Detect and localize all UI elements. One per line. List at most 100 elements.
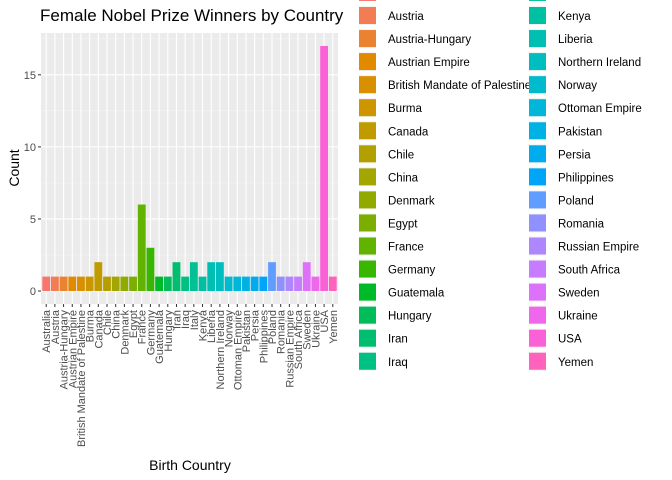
bar bbox=[250, 276, 259, 292]
bar bbox=[285, 276, 294, 292]
legend-swatch bbox=[529, 145, 546, 163]
x-tick-label: Hungary bbox=[163, 310, 175, 352]
x-tick-label: Italy bbox=[189, 310, 201, 331]
bars bbox=[42, 45, 337, 292]
legend-swatch bbox=[529, 76, 546, 94]
x-tick-label: Germany bbox=[145, 310, 157, 356]
bar bbox=[294, 276, 302, 292]
x-tick-label: Russian Empire bbox=[284, 310, 296, 388]
bar bbox=[163, 276, 172, 292]
x-tick-label: Kenya bbox=[198, 309, 210, 341]
x-tick-label: USA bbox=[319, 309, 331, 332]
legend-label: Ukraine bbox=[558, 311, 598, 323]
bar bbox=[259, 276, 268, 292]
legend-swatch bbox=[529, 329, 546, 347]
legend-swatch bbox=[529, 214, 546, 232]
x-tick-label: Ottoman Empire bbox=[232, 310, 244, 390]
bar bbox=[215, 262, 224, 292]
legend-swatch bbox=[529, 237, 546, 255]
legend-swatch bbox=[529, 53, 546, 71]
legend-label: Northern Ireland bbox=[558, 57, 641, 69]
legend-swatch bbox=[529, 306, 546, 324]
legend-swatch bbox=[359, 30, 376, 48]
x-tick-label: Romania bbox=[276, 309, 288, 354]
bar bbox=[77, 276, 85, 292]
legend-swatch bbox=[359, 237, 376, 255]
legend-label: Persia bbox=[558, 149, 591, 161]
legend-label: Austria bbox=[388, 11, 424, 23]
x-tick-label: Philippines bbox=[258, 310, 270, 364]
legend-swatch bbox=[529, 30, 546, 48]
legend: Austria Austria-Hungary Austrian Empire Bri… bbox=[359, 0, 642, 371]
bar bbox=[276, 276, 285, 292]
legend-label: China bbox=[388, 172, 419, 184]
x-axis-title: Birth Country bbox=[149, 457, 231, 473]
legend-label: Egypt bbox=[388, 218, 418, 230]
bar bbox=[42, 276, 51, 292]
bar bbox=[111, 276, 120, 292]
legend-label: Philippines bbox=[558, 172, 614, 184]
bar bbox=[146, 247, 155, 292]
legend-label: Ottoman Empire bbox=[558, 103, 642, 115]
legend-label: Pakistan bbox=[558, 126, 602, 138]
legend-label: Poland bbox=[558, 195, 594, 207]
legend-swatch bbox=[359, 145, 376, 163]
bar bbox=[189, 262, 198, 292]
legend-swatch bbox=[359, 7, 376, 24]
bar bbox=[59, 276, 68, 292]
x-axis: AustraliaAustriaAustria-HungaryAustrian … bbox=[41, 304, 340, 447]
y-tick-label: 15 bbox=[24, 70, 36, 82]
x-tick-label: Austria bbox=[50, 309, 62, 344]
legend-label: Liberia bbox=[558, 34, 593, 46]
x-tick-label: France bbox=[137, 310, 149, 344]
x-tick-label: Guatemala bbox=[154, 309, 166, 364]
legend-label: Russian Empire bbox=[558, 242, 639, 254]
legend-label: Burma bbox=[388, 103, 422, 115]
x-tick-label: Yemen bbox=[328, 310, 340, 344]
bar bbox=[129, 276, 137, 292]
x-tick-label: Poland bbox=[267, 310, 279, 344]
y-tick-label: 5 bbox=[30, 214, 36, 226]
x-tick-label: Egypt bbox=[128, 310, 140, 338]
legend-label: Canada bbox=[388, 126, 429, 138]
x-tick-label: Persia bbox=[250, 309, 262, 341]
legend-swatch bbox=[529, 191, 546, 209]
x-tick-label: Denmark bbox=[119, 310, 131, 355]
bar bbox=[172, 262, 181, 292]
legend-label: South Africa bbox=[558, 265, 621, 277]
legend-swatch bbox=[359, 283, 376, 301]
bar bbox=[181, 276, 190, 292]
legend-label: Romania bbox=[558, 218, 605, 230]
bar bbox=[320, 45, 329, 292]
bar bbox=[311, 276, 320, 292]
x-tick-label: Iran bbox=[171, 310, 183, 329]
legend-swatch bbox=[529, 122, 546, 140]
x-tick-label: Iraq bbox=[180, 310, 192, 329]
legend-swatch bbox=[359, 352, 376, 370]
legend-swatch bbox=[529, 168, 546, 186]
x-tick-label: Burma bbox=[85, 309, 97, 342]
legend-swatch bbox=[359, 214, 376, 232]
legend-swatch bbox=[359, 168, 376, 186]
legend-label: USA bbox=[558, 334, 582, 346]
x-tick-label: Sweden bbox=[302, 310, 314, 350]
legend-label: Hungary bbox=[388, 311, 432, 323]
legend-swatch bbox=[529, 7, 546, 24]
legend-label: Iraq bbox=[388, 357, 408, 369]
bar bbox=[198, 276, 207, 292]
bar bbox=[103, 276, 111, 292]
bar bbox=[328, 276, 337, 292]
legend-swatch bbox=[529, 0, 546, 1]
y-tick-label: 10 bbox=[24, 142, 36, 154]
bar bbox=[68, 276, 77, 292]
x-tick-label: Chile bbox=[102, 310, 114, 335]
bar bbox=[85, 276, 94, 292]
legend-label: Germany bbox=[388, 265, 436, 277]
bar bbox=[233, 276, 242, 292]
bar bbox=[137, 204, 146, 292]
legend-label: Denmark bbox=[388, 195, 435, 207]
legend-swatch bbox=[359, 53, 376, 71]
bar bbox=[242, 276, 250, 292]
x-tick-label: China bbox=[111, 309, 123, 339]
x-tick-label: Australia bbox=[41, 309, 53, 353]
